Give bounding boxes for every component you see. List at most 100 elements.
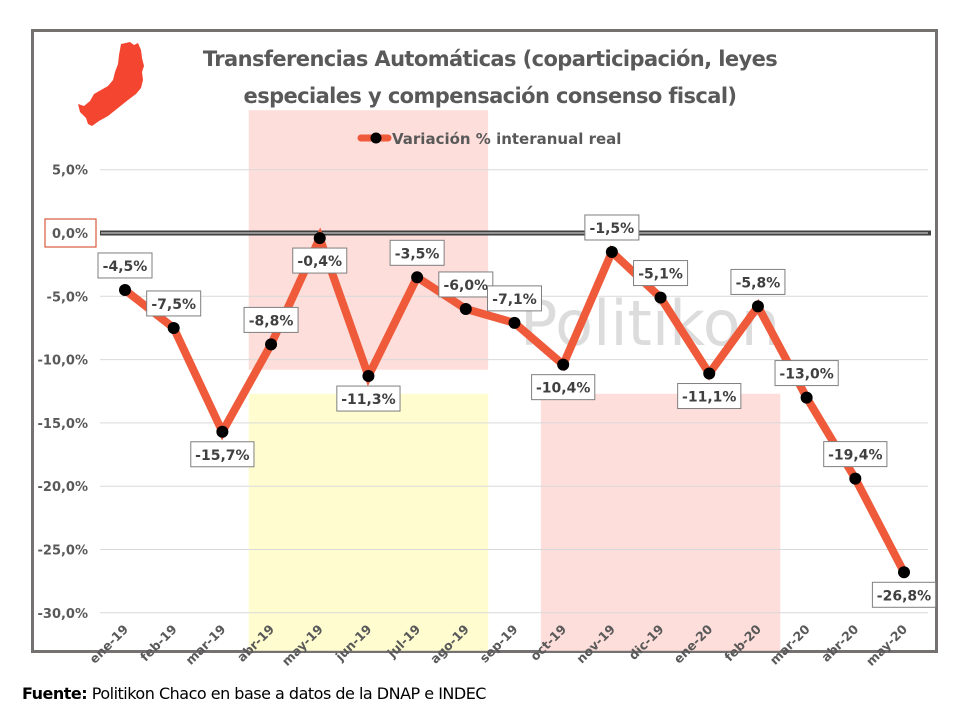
data-labels: -4,5% -7,5% -15,7% -8,8% -0,4% -11,3% -3,5%-6,… [97, 214, 937, 608]
shaded-regions [248, 110, 781, 651]
data-label-box [584, 214, 640, 241]
y-tick-label: -25,0% [38, 544, 89, 559]
data-label: -0,4% [292, 247, 348, 274]
y-tick-label: 5,0% [52, 164, 88, 179]
data-label: -10,4% [531, 374, 596, 401]
chart-title-line-2: especiales y compensación consenso fisca… [243, 84, 737, 108]
data-point-marker [119, 283, 131, 296]
data-label-text: -26,8% [877, 588, 931, 604]
source-label: Fuente: [22, 684, 88, 703]
data-label-text: -6,0% [443, 278, 488, 294]
data-point-marker [313, 232, 326, 245]
data-label-box [292, 247, 348, 274]
data-label-box [871, 581, 937, 608]
y-axis-tick-labels: 5,0% 0,0% -5,0% -10,0% -15,0% -20,0% -25,0% -30… [38, 164, 97, 622]
data-label: -8,8% [243, 306, 299, 333]
chart-title-line-1: Transferencias Automáticas (coparticipac… [202, 47, 778, 71]
data-point-marker [216, 425, 229, 438]
x-tick-label: ene-19 [86, 622, 131, 667]
data-label: -5,8% [730, 268, 786, 295]
data-point-marker [800, 391, 813, 404]
data-label-box [677, 383, 742, 410]
x-tick-label: may-20 [863, 621, 910, 668]
data-label-text: -1,5% [590, 221, 635, 237]
data-label: -15,7% [190, 441, 255, 468]
data-label-box [487, 285, 542, 312]
data-label-text: -13,0% [779, 367, 833, 383]
y-tick-label: 0,0% [52, 227, 88, 242]
data-label-text: -10,4% [536, 381, 590, 397]
data-label-text: -11,3% [341, 392, 395, 408]
y-tick-label: -15,0% [38, 417, 89, 432]
legend-label: Variación % interanual real [392, 130, 621, 148]
data-point-marker [265, 338, 278, 351]
y-tick-label: -30,0% [38, 607, 89, 622]
data-label-box [190, 441, 255, 468]
data-label: -3,5% [389, 239, 445, 266]
shaded-region-yellow [248, 393, 489, 651]
y-tick-label: -20,0% [38, 480, 89, 495]
data-point-marker [411, 271, 424, 284]
data-label-text: -4,5% [103, 259, 148, 275]
data-point-marker [362, 370, 375, 383]
data-label-box [438, 271, 494, 298]
data-point-marker [557, 358, 570, 371]
data-label-text: -0,4% [297, 254, 342, 270]
data-label-box [146, 290, 202, 317]
data-label: -5,1% [633, 260, 689, 287]
shaded-region-pink [540, 393, 781, 651]
data-point-marker [459, 302, 472, 315]
data-label: -11,1% [677, 383, 742, 410]
data-point-marker [898, 566, 910, 579]
x-tick-label: mar-19 [182, 622, 228, 668]
zero-tick-highlight-box [44, 218, 97, 248]
chaco-province-map-icon [78, 42, 144, 126]
legend[interactable]: Variación % interanual real [357, 130, 621, 148]
data-label-text: -7,1% [492, 292, 537, 308]
data-label: -7,1% [487, 285, 542, 312]
data-label-text: -5,8% [736, 275, 781, 291]
data-label-box [336, 385, 401, 412]
x-tick-label: feb-19 [137, 622, 180, 665]
y-tick-label: -10,0% [38, 354, 89, 369]
legend-marker-swatch [370, 132, 382, 144]
x-tick-label: abr-20 [818, 621, 861, 664]
data-point-marker [703, 367, 716, 380]
y-tick-label: -5,0% [47, 290, 88, 305]
data-point-marker [167, 321, 180, 334]
data-label-box [97, 252, 153, 279]
data-label: -13,0% [774, 360, 839, 387]
data-point-marker [508, 316, 521, 329]
source-note: Fuente: Politikon Chaco en base a datos … [22, 684, 486, 703]
data-label: -1,5% [584, 214, 640, 241]
data-label: -4,5% [97, 252, 153, 279]
data-label-box [243, 306, 299, 333]
zero-line [100, 230, 931, 236]
data-label-text: -11,1% [682, 390, 736, 406]
data-label: -11,3% [336, 385, 401, 412]
data-label-box [730, 268, 786, 295]
data-label: -26,8% [871, 581, 937, 608]
data-label-box [389, 239, 445, 266]
data-label: -7,5% [146, 290, 202, 317]
data-label-text: -7,5% [151, 297, 196, 313]
data-point-marker [605, 245, 618, 258]
x-axis-tick-labels: ene-19 feb-19 mar-19 abr-19 may-19 jun-19 jul-… [86, 621, 910, 668]
data-label-text: -19,4% [828, 448, 882, 464]
data-label: -6,0% [438, 271, 494, 298]
series-markers [119, 232, 910, 579]
watermark: Politikon [520, 287, 780, 360]
source-text: Politikon Chaco en base a datos de la DN… [87, 684, 487, 703]
data-point-marker [654, 291, 667, 304]
data-label-text: -8,8% [249, 313, 294, 329]
data-label-text: -15,7% [195, 448, 249, 464]
data-label-box [531, 374, 596, 401]
data-label-text: -5,1% [638, 267, 683, 283]
data-point-marker [751, 300, 764, 313]
data-label-text: -3,5% [395, 246, 440, 262]
data-point-marker [849, 472, 862, 485]
data-label-box [774, 360, 839, 387]
data-label: -19,4% [823, 441, 888, 468]
data-label-box [823, 441, 888, 468]
